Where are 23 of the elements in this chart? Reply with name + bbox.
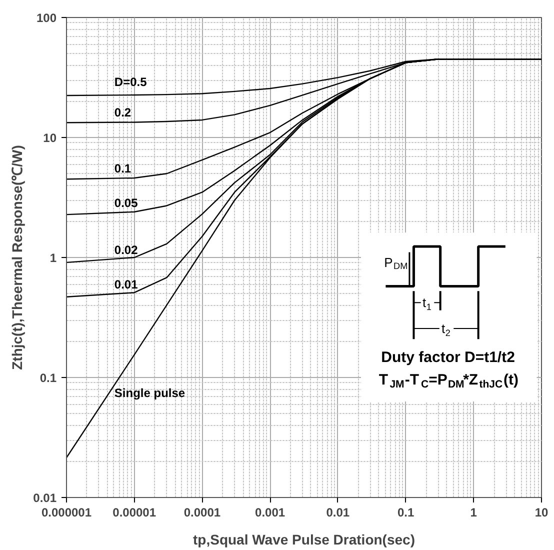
series-label: 0.2 bbox=[114, 105, 132, 120]
x-tick-label: 0.1 bbox=[397, 506, 414, 520]
y-axis-title: Zthjc(t),Theermal Response(℃/W) bbox=[9, 145, 26, 370]
series-label: Single pulse bbox=[114, 386, 186, 400]
series-label: 0.1 bbox=[114, 162, 132, 176]
y-tick-label: 0.1 bbox=[40, 371, 57, 385]
y-tick-label: 1 bbox=[50, 251, 57, 265]
y-tick-label: 0.01 bbox=[33, 491, 57, 505]
x-tick-label: 0.0001 bbox=[184, 506, 221, 520]
series-label: 0.05 bbox=[114, 196, 138, 210]
x-tick-label: 10 bbox=[534, 506, 548, 520]
x-axis-title: tp,Squal Wave Pulse Dration(sec) bbox=[193, 532, 415, 548]
x-tick-label: 1 bbox=[470, 506, 478, 520]
x-tick-label: 0.000001 bbox=[41, 506, 92, 520]
series-label: 0.01 bbox=[114, 278, 138, 292]
x-tick-label: 0.001 bbox=[255, 506, 286, 520]
x-tick-label: 0.01 bbox=[326, 506, 350, 520]
series-label: D=0.5 bbox=[114, 75, 148, 90]
y-tick-label: 100 bbox=[36, 11, 57, 25]
y-tick-label: 10 bbox=[43, 131, 57, 145]
x-tick-label: 0.00001 bbox=[112, 506, 156, 520]
annotation: Duty factor D=t1/t2 bbox=[381, 348, 515, 366]
series-label: 0.02 bbox=[114, 242, 138, 257]
